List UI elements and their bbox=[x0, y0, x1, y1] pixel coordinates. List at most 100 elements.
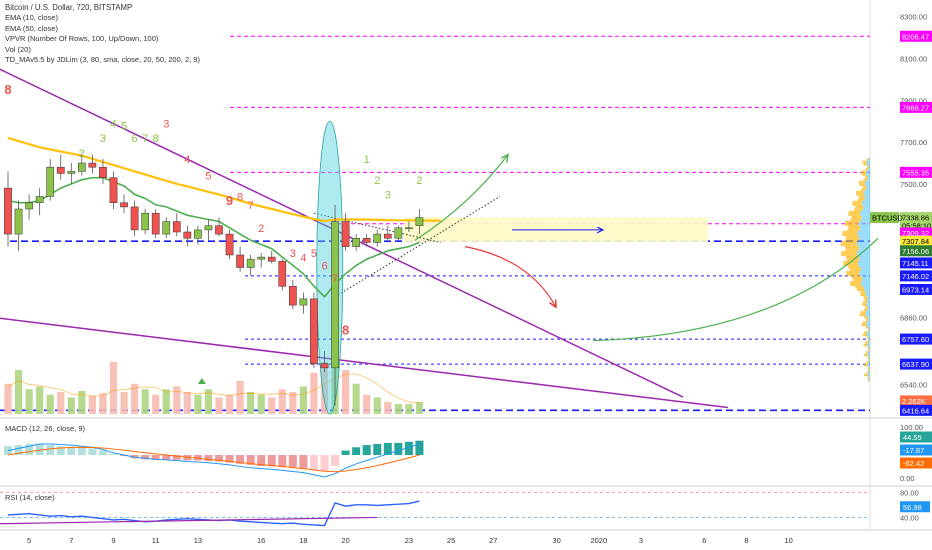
time-tick-label: 18 bbox=[299, 536, 307, 545]
vpvr-bar-up bbox=[845, 255, 860, 259]
vpvr-bar-down bbox=[866, 163, 870, 166]
vpvr-bar-down bbox=[859, 228, 870, 231]
price-tick-label: 6860.00 bbox=[900, 314, 927, 323]
candle-body bbox=[99, 166, 107, 178]
candle-body bbox=[46, 166, 55, 197]
volume-bar bbox=[25, 389, 33, 414]
vpvr-bar-down bbox=[869, 378, 870, 382]
vpvr-bar-up bbox=[863, 308, 868, 312]
candle-body bbox=[35, 196, 44, 203]
volume-bar bbox=[342, 370, 350, 414]
vpvr-bar-down bbox=[867, 331, 870, 334]
vpvr-bar-up bbox=[861, 173, 867, 176]
vpvr-bar-up bbox=[862, 321, 867, 324]
candle bbox=[267, 250, 276, 264]
vpvr-bar-up bbox=[866, 361, 869, 364]
price-tag: 7309.32 bbox=[900, 227, 932, 239]
vpvr-bar-down bbox=[868, 346, 870, 349]
vpvr-bar-up bbox=[866, 158, 869, 161]
vpvr-bar-up bbox=[868, 338, 870, 342]
rsi-legend[interactable]: RSI (14, close) bbox=[5, 493, 55, 502]
indicator-vol[interactable]: Vol (20) bbox=[5, 44, 31, 54]
candle-body bbox=[373, 233, 382, 243]
vpvr-bar-up bbox=[844, 223, 859, 226]
macd-tag: -17.87 bbox=[900, 444, 932, 456]
vpvr-bar-down bbox=[865, 180, 870, 184]
candle-body bbox=[383, 233, 392, 239]
macd-tag-bg bbox=[900, 444, 932, 456]
vpvr-bar-down bbox=[859, 271, 870, 274]
vpvr-bar-up bbox=[859, 313, 866, 317]
candle-body bbox=[25, 202, 33, 210]
rsi-pane bbox=[0, 491, 870, 527]
vpvr-bar-up bbox=[850, 283, 862, 286]
vpvr-bar-up bbox=[848, 225, 861, 229]
volume-bar bbox=[183, 392, 191, 414]
macd-hist-bar bbox=[215, 455, 223, 462]
td-count-label: 9 bbox=[226, 193, 233, 208]
chart-legend: Bitcoin / U.S. Dollar, 720, BITSTAMP EMA… bbox=[5, 3, 200, 65]
vpvr-bar-down bbox=[866, 303, 870, 307]
volume-bar bbox=[88, 395, 96, 414]
candle-body bbox=[109, 177, 118, 203]
indicator-ema50[interactable]: EMA (50, close) bbox=[5, 23, 58, 33]
vpvr-bar-up bbox=[859, 183, 866, 186]
bearish-projection-arrow bbox=[464, 246, 556, 308]
price-tag-label: 7866.27 bbox=[902, 103, 929, 112]
volume-bar bbox=[109, 361, 118, 414]
vpvr-bar-up bbox=[864, 298, 868, 302]
candle bbox=[341, 213, 350, 251]
candle bbox=[109, 171, 118, 209]
macd-hist-bar bbox=[288, 455, 297, 468]
vpvr-bar-down bbox=[867, 363, 870, 367]
time-axis: 5 7 9 11 13 16 18 20 23 25 27 30 2020 3 6 8 10 bbox=[27, 536, 793, 545]
td-count-label: 2 bbox=[416, 175, 422, 187]
vpvr-bar-up bbox=[863, 373, 868, 377]
candle-body bbox=[194, 229, 202, 239]
vpvr-bar-up bbox=[857, 198, 865, 201]
volume-bar bbox=[36, 386, 44, 414]
vpvr-bar-up bbox=[865, 341, 868, 344]
vpvr-bar-down bbox=[865, 183, 870, 186]
candle-body bbox=[172, 221, 181, 233]
rsi-tag: 56.98 bbox=[900, 501, 930, 513]
symbol-badge-bg bbox=[870, 212, 899, 224]
vpvr-bar-up bbox=[851, 276, 862, 279]
vpvr-bar-down bbox=[869, 368, 870, 372]
rsi-tag-label: 56.98 bbox=[903, 503, 922, 512]
vpvr-bar-up bbox=[861, 188, 866, 191]
vpvr-bar-up bbox=[867, 165, 869, 169]
candle-body bbox=[278, 261, 287, 287]
macd-hist-bar bbox=[362, 445, 371, 455]
candle-body bbox=[415, 217, 424, 226]
price-tag: 7307.84 bbox=[900, 235, 932, 247]
macd-tick-label: 0.00 bbox=[900, 474, 915, 483]
candle-body bbox=[352, 238, 360, 247]
indicator-vpvr[interactable]: VPVR (Number Of Rows, 100, Up/Down, 100) bbox=[5, 34, 159, 44]
macd-hist-bar bbox=[109, 453, 118, 455]
candle bbox=[67, 163, 76, 184]
candle bbox=[289, 280, 297, 310]
macd-hist-bar bbox=[299, 455, 308, 469]
vpvr-bar-down bbox=[869, 358, 870, 362]
price-tick-label: 6540.00 bbox=[900, 381, 927, 390]
indicator-td[interactable]: TD_MAv5.5 by JDLim (3, 80, sma, close, 2… bbox=[5, 55, 200, 65]
macd-legend[interactable]: MACD (12, 26, close, 9) bbox=[5, 424, 86, 433]
candle-body bbox=[67, 171, 76, 174]
price-axis[interactable]: 8300.00 8100.00 7900.00 7700.00 7500.00 6860.… bbox=[870, 13, 932, 523]
vpvr-bar-up bbox=[841, 240, 858, 244]
vpvr-bar-down bbox=[867, 298, 870, 302]
macd-hist-bar bbox=[46, 445, 55, 455]
price-tag-bg bbox=[900, 333, 932, 345]
price-tag-bg bbox=[900, 235, 932, 247]
vpvr-bar-up bbox=[865, 326, 869, 329]
candle-body bbox=[215, 225, 223, 235]
macd-hist-bar bbox=[141, 455, 150, 460]
candle bbox=[4, 171, 12, 247]
candle bbox=[151, 209, 160, 239]
candle-body bbox=[56, 166, 65, 174]
candle bbox=[278, 259, 287, 291]
vpvr-bar-up bbox=[850, 281, 862, 284]
time-tick-label: 6 bbox=[702, 536, 706, 545]
indicator-ema10[interactable]: EMA (10, close) bbox=[5, 13, 58, 23]
